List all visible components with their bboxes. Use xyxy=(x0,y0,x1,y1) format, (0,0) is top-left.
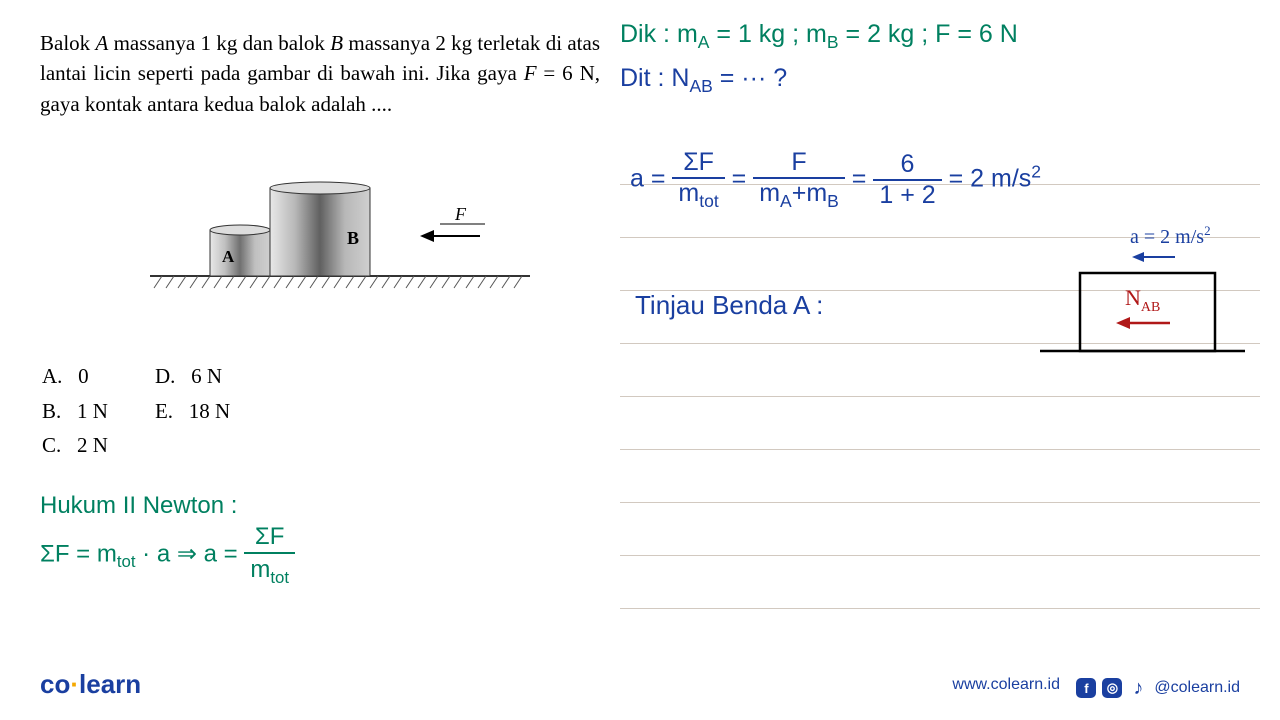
logo-co: co xyxy=(40,669,70,699)
q-part-1: Balok xyxy=(40,31,95,55)
eq-lhs: ΣF = m xyxy=(40,540,117,567)
dik-m1: m xyxy=(670,20,698,48)
dik-eq1: = 1 kg ; m xyxy=(709,20,826,48)
acceleration-equation: a = ΣF mtot = F mA+mB = 6 1 + 2 = 2 m/s2 xyxy=(630,148,1041,212)
question-text: Balok A massanya 1 kg dan balok B massan… xyxy=(40,28,600,119)
option-a-value: 0 xyxy=(78,364,89,388)
a-result-sup: 2 xyxy=(1031,161,1041,181)
instagram-icon: ◎ xyxy=(1102,678,1122,698)
footer-url: www.colearn.id xyxy=(952,676,1060,694)
a-frac1: ΣF mtot xyxy=(672,148,724,212)
blocks-figure: B A F xyxy=(150,170,550,310)
option-b: B. 1 N xyxy=(42,395,153,428)
block-b-top xyxy=(270,182,370,194)
dik-subB: B xyxy=(827,32,839,52)
a-frac2-den-plus: +m xyxy=(792,179,827,207)
dit-label: Dit : xyxy=(620,64,664,92)
a-mid2: = xyxy=(852,165,874,193)
a-frac3-num: 6 xyxy=(873,150,941,181)
facebook-icon: f xyxy=(1076,678,1096,698)
a-frac1-den: mtot xyxy=(672,179,724,212)
ruled-line xyxy=(620,503,1260,556)
table-row: A. 0 D. 6 N xyxy=(42,360,275,393)
free-body-diagram: a = 2 m/s2 NAB xyxy=(1030,225,1255,365)
q-italic-B: B xyxy=(330,31,343,55)
ruled-line xyxy=(620,450,1260,503)
answer-options: A. 0 D. 6 N B. 1 N E. 18 N C. 2 N xyxy=(40,358,277,464)
hukum-title: Hukum II Newton : xyxy=(40,490,295,521)
ruled-line xyxy=(620,397,1260,450)
option-e-value: 18 N xyxy=(189,399,230,423)
force-label: F xyxy=(454,204,467,224)
a-frac1-den-m: m xyxy=(678,179,699,207)
frac-den: mtot xyxy=(244,554,295,589)
tiktok-icon: ♪ xyxy=(1128,678,1148,698)
dit-sub: AB xyxy=(689,76,712,96)
a-frac3: 6 1 + 2 xyxy=(873,150,941,210)
a-frac2-den-B: B xyxy=(827,191,839,211)
dit-N: N xyxy=(664,64,689,92)
eq-fraction: ΣFmtot xyxy=(244,521,295,589)
option-c: C. 2 N xyxy=(42,429,153,462)
dik-subA: A xyxy=(698,32,710,52)
option-d: D. 6 N xyxy=(155,360,275,393)
frac-den-m: m xyxy=(250,556,270,583)
force-arrow-head xyxy=(420,230,434,242)
a-result: = 2 m/s xyxy=(949,165,1032,193)
fbd-nab-arrow-head xyxy=(1116,317,1130,329)
block-a-label: A xyxy=(222,247,235,266)
analyze-body-a: Tinjau Benda A : xyxy=(635,290,823,321)
dik-label: Dik : xyxy=(620,20,670,48)
hukum-equation: ΣF = mtot · a ⇒ a = ΣFmtot xyxy=(40,521,295,589)
table-row: C. 2 N xyxy=(42,429,275,462)
logo-dot: · xyxy=(70,669,79,699)
options-table: A. 0 D. 6 N B. 1 N E. 18 N C. 2 N xyxy=(40,358,277,464)
a-frac3-den: 1 + 2 xyxy=(873,181,941,210)
brand-logo: co·learn xyxy=(40,669,141,700)
dik-eq2: = 2 kg ; F = 6 N xyxy=(839,20,1018,48)
logo-learn: learn xyxy=(79,669,141,699)
frac-num: ΣF xyxy=(244,521,295,554)
q-part-2: massanya 1 kg dan balok xyxy=(108,31,330,55)
given-data: Dik : mA = 1 kg ; mB = 2 kg ; F = 6 N xyxy=(620,20,1018,53)
option-c-value: 2 N xyxy=(77,433,108,457)
a-frac2: F mA+mB xyxy=(753,148,845,212)
newton-law-note: Hukum II Newton : ΣF = mtot · a ⇒ a = ΣF… xyxy=(40,490,295,589)
a-frac2-den: mA+mB xyxy=(753,179,845,212)
option-b-value: 1 N xyxy=(77,399,108,423)
fbd-nab-text: NAB xyxy=(1125,285,1160,315)
block-a-shape xyxy=(210,230,270,276)
footer: co·learn www.colearn.id f ◎ ♪ @colearn.i… xyxy=(0,660,1280,700)
fbd-svg: a = 2 m/s2 NAB xyxy=(1030,225,1255,375)
a-frac1-den-sub: tot xyxy=(699,191,718,211)
a-start: a = xyxy=(630,165,672,193)
a-frac2-num: F xyxy=(753,148,845,179)
q-italic-A: A xyxy=(95,31,108,55)
frac-den-sub: tot xyxy=(270,568,289,587)
table-row: B. 1 N E. 18 N xyxy=(42,395,275,428)
eq-mid: · a ⇒ a = xyxy=(136,540,245,567)
figure-svg: B A F xyxy=(150,170,550,310)
ground-hatch xyxy=(150,276,522,288)
fbd-accel-arrow-head xyxy=(1132,252,1144,262)
a-frac1-num: ΣF xyxy=(672,148,724,179)
block-a-top xyxy=(210,225,270,235)
option-d-value: 6 N xyxy=(191,364,222,388)
fbd-accel-text: a = 2 m/s2 xyxy=(1130,225,1211,248)
a-mid1: = xyxy=(732,165,754,193)
ruled-line xyxy=(620,556,1260,609)
asked-data: Dit : NAB = ··· ? xyxy=(620,64,787,97)
q-italic-F: F xyxy=(524,61,537,85)
a-frac2-den-m1: m xyxy=(759,179,780,207)
social-links: f ◎ ♪ @colearn.id xyxy=(1076,678,1240,698)
option-a: A. 0 xyxy=(42,360,153,393)
a-frac2-den-A: A xyxy=(780,191,792,211)
block-b-label: B xyxy=(347,228,359,248)
dit-tail: = ··· ? xyxy=(713,64,787,92)
option-e: E. 18 N xyxy=(155,395,275,428)
question-block: Balok A massanya 1 kg dan balok B massan… xyxy=(40,28,600,119)
eq-sub: tot xyxy=(117,552,136,571)
social-handle: @colearn.id xyxy=(1154,679,1240,697)
